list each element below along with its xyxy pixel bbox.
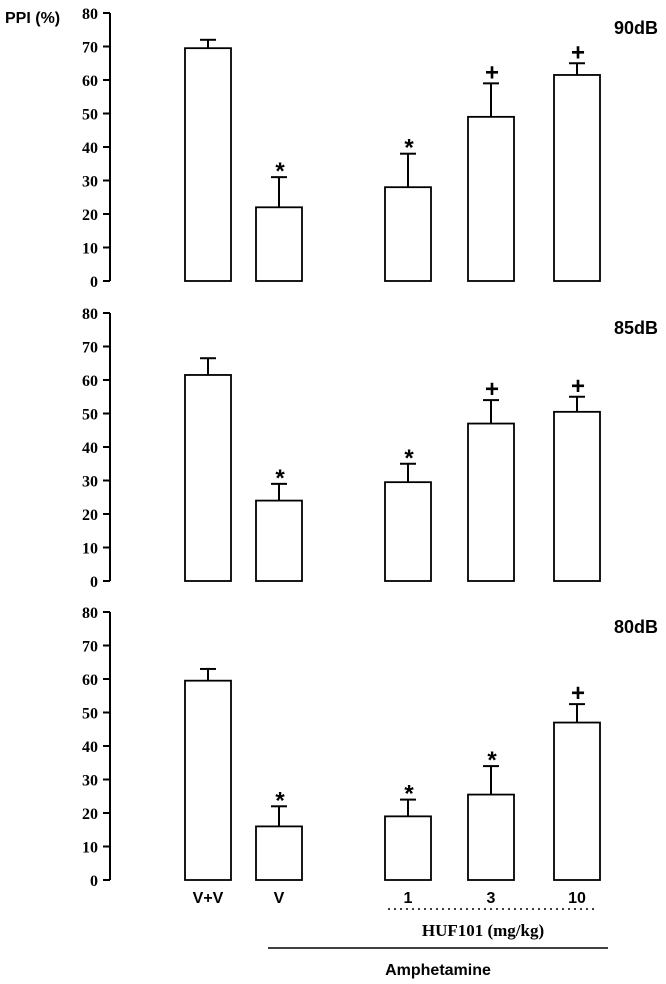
significance-asterisk: * xyxy=(487,747,497,774)
y-tick-label: 70 xyxy=(82,639,98,656)
y-tick-label: 0 xyxy=(90,574,98,591)
y-tick-label: 10 xyxy=(82,541,98,558)
y-tick-label: 20 xyxy=(82,507,98,524)
x-tick-label: 10 xyxy=(568,890,586,907)
y-tick-label: 0 xyxy=(90,274,98,291)
significance-asterisk: * xyxy=(275,465,285,492)
y-tick-label: 30 xyxy=(82,773,98,790)
y-tick-label: 80 xyxy=(82,306,98,323)
x-tick-label: 1 xyxy=(404,890,413,907)
y-axis-label: PPI (%) xyxy=(5,10,60,27)
bar xyxy=(467,115,515,282)
y-tick-label: 60 xyxy=(82,672,98,689)
y-tick-label: 60 xyxy=(82,373,98,390)
amphetamine-label: Amphetamine xyxy=(385,962,491,979)
bar xyxy=(553,74,601,282)
significance-plus: + xyxy=(571,373,585,400)
x-tick-label: V+V xyxy=(193,890,224,907)
bar xyxy=(184,47,232,282)
x-tick-label: 3 xyxy=(487,890,496,907)
y-tick-label: 80 xyxy=(82,6,98,23)
panel-80db: 0 10 20 30 40 50 60 70 80 80dB * * * + xyxy=(82,605,658,890)
y-tick-label: 70 xyxy=(82,40,98,57)
bar xyxy=(255,825,303,881)
bar xyxy=(255,206,303,282)
y-tick-label: 10 xyxy=(82,241,98,258)
huf101-label: HUF101 (mg/kg) xyxy=(422,921,544,940)
y-tick-label: 50 xyxy=(82,107,98,124)
bar xyxy=(255,499,303,582)
y-tick-label: 30 xyxy=(82,474,98,491)
y-tick-label: 50 xyxy=(82,706,98,723)
bar xyxy=(184,679,232,881)
bar xyxy=(384,815,432,881)
panel-85db: 0 10 20 30 40 50 60 70 80 85dB * * + + xyxy=(82,306,658,591)
panel-db-label: 80dB xyxy=(614,617,658,637)
significance-asterisk: * xyxy=(275,158,285,185)
bar xyxy=(184,374,232,582)
y-tick-label: 50 xyxy=(82,407,98,424)
y-tick-label: 20 xyxy=(82,806,98,823)
significance-asterisk: * xyxy=(404,445,414,472)
bar xyxy=(384,186,432,282)
significance-asterisk: * xyxy=(404,781,414,808)
panel-db-label: 90dB xyxy=(614,18,658,38)
bar xyxy=(467,793,515,881)
y-tick-label: 80 xyxy=(82,605,98,622)
y-tick-label: 40 xyxy=(82,140,98,157)
significance-plus: + xyxy=(571,680,585,707)
significance-plus: + xyxy=(571,39,585,66)
bar xyxy=(467,422,515,582)
y-tick-label: 30 xyxy=(82,174,98,191)
y-tick-label: 10 xyxy=(82,840,98,857)
x-axis-labels: V+V V 1 3 10 xyxy=(193,890,586,907)
bar xyxy=(553,410,601,582)
y-tick-label: 20 xyxy=(82,207,98,224)
significance-plus: + xyxy=(485,59,499,86)
significance-asterisk: * xyxy=(275,787,285,814)
panel-90db: 0 10 20 30 40 50 60 70 80 90dB * * + + xyxy=(82,6,658,291)
x-tick-label: V xyxy=(274,890,285,907)
bar xyxy=(553,721,601,881)
y-tick-label: 40 xyxy=(82,440,98,457)
y-tick-label: 70 xyxy=(82,340,98,357)
significance-plus: + xyxy=(485,376,499,403)
panel-db-label: 85dB xyxy=(614,318,658,338)
y-tick-label: 40 xyxy=(82,739,98,756)
y-tick-label: 0 xyxy=(90,873,98,890)
y-tick-label: 60 xyxy=(82,73,98,90)
significance-asterisk: * xyxy=(404,135,414,162)
bar xyxy=(384,481,432,582)
